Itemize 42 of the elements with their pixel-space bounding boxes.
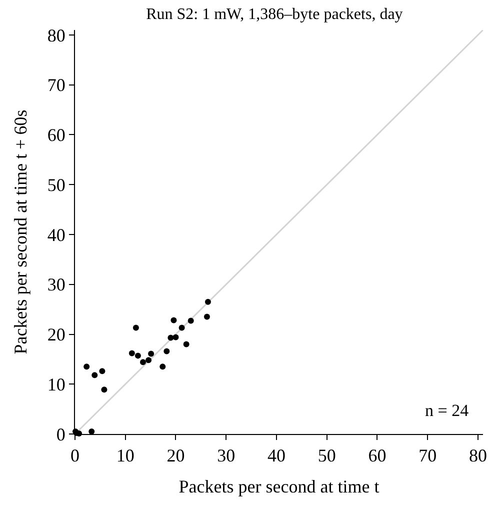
x-tick-label: 40 [267,446,286,466]
x-tick-label: 0 [70,446,80,466]
x-tick-label: 10 [116,446,134,466]
y-tick-label: 50 [47,174,66,195]
point [183,341,190,348]
point [84,364,90,370]
y-tick-label: 80 [47,25,66,46]
point [92,372,98,378]
point [164,348,170,354]
y-tick-label: 20 [47,324,66,345]
point [188,318,194,324]
point [160,364,166,370]
y-tick-label: 60 [47,125,66,146]
chart-title: Run S2: 1 mW, 1,386–byte packets, day [146,6,403,23]
y-tick-label: 10 [47,374,66,394]
point [99,368,106,374]
x-tick-label: 80 [468,446,487,466]
annotation: n = 24 [425,401,470,420]
y-tick-label: 0 [56,424,66,444]
x-axis-title: Packets per second at time t [178,476,380,497]
point [134,352,141,359]
y-axis-title: Packets per second at time t + 60s [10,110,31,354]
point [146,357,152,364]
x-tick-label: 60 [368,446,386,466]
x-tick-label: 20 [166,446,185,466]
point [148,350,154,357]
y-tick-label: 70 [47,75,66,96]
x-tick-label: 70 [418,446,437,466]
point [204,314,210,320]
y-tick-label: 30 [47,274,66,295]
point [178,324,185,331]
point [140,359,146,366]
point [168,334,174,341]
point [101,386,108,393]
x-tick-label: 50 [318,446,336,466]
x-tick-label: 30 [217,446,236,466]
y-tick-label: 40 [47,224,66,245]
point [172,334,179,340]
point [204,298,211,305]
point [132,324,139,331]
point [128,350,135,356]
point [170,317,177,324]
